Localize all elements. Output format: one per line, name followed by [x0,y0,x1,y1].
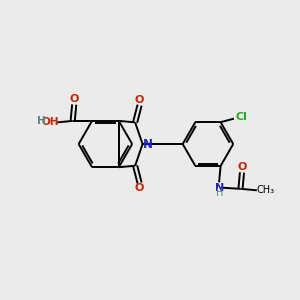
Text: N: N [215,183,225,193]
Text: O: O [135,183,144,193]
Text: O: O [70,94,79,104]
Text: O: O [135,95,144,105]
Text: CH₃: CH₃ [256,185,274,195]
Text: N: N [142,138,153,151]
Text: H: H [37,116,45,126]
Text: O: O [237,162,247,172]
Text: H: H [216,188,224,198]
Text: OH: OH [42,117,59,128]
Text: Cl: Cl [236,112,247,122]
